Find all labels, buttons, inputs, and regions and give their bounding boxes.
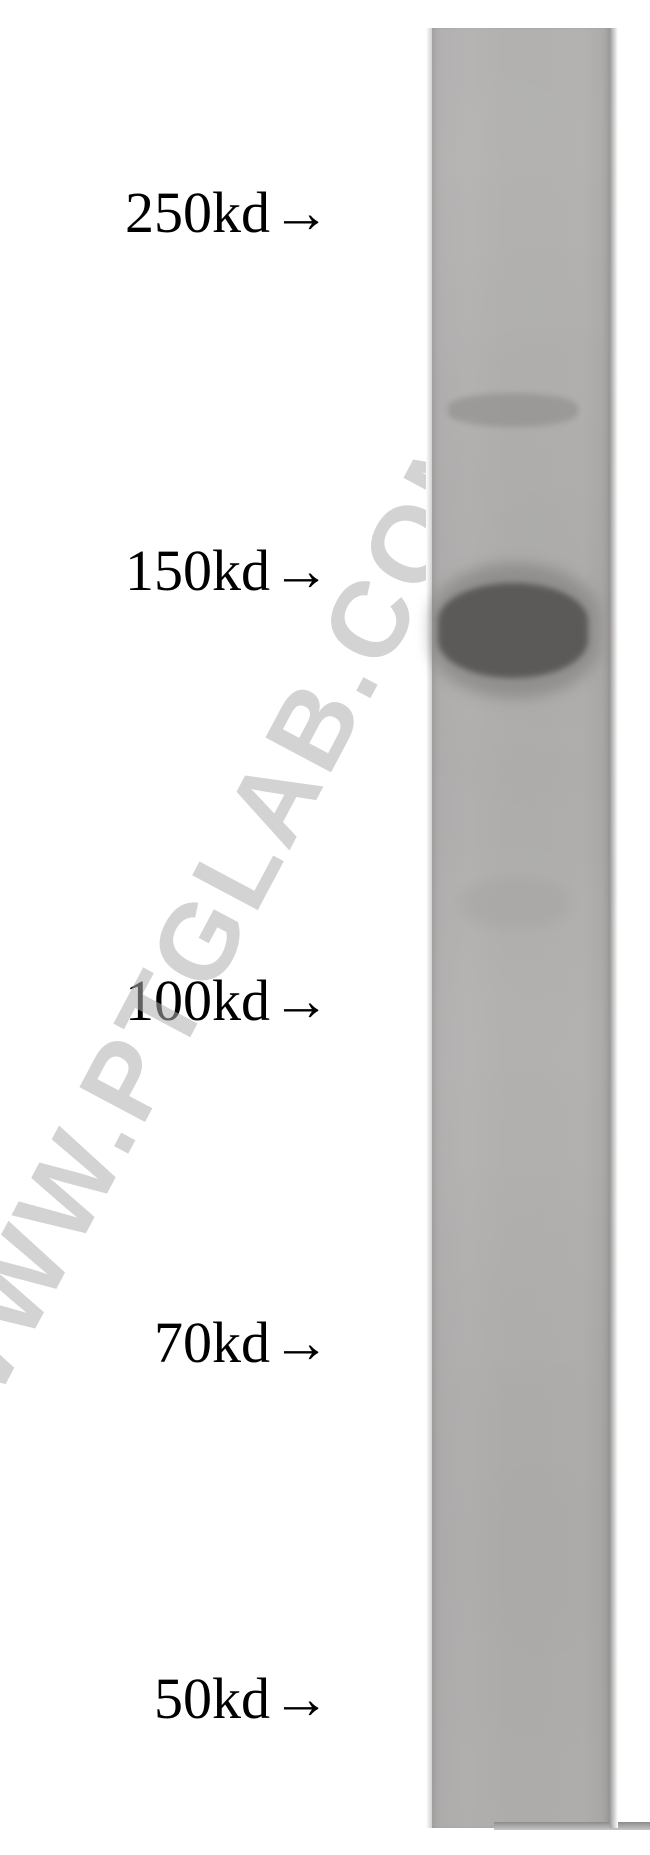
arrow-icon: → — [272, 542, 330, 600]
marker-70kd: 70kd → — [154, 1314, 330, 1372]
arrow-icon: → — [272, 972, 330, 1030]
marker-100kd: 100kd → — [125, 972, 330, 1030]
blot-lane — [370, 28, 620, 1828]
marker-text: 150kd — [125, 542, 270, 600]
membrane-edge-right — [610, 28, 618, 1828]
arrow-icon: → — [272, 1670, 330, 1728]
band-faint-upper — [448, 393, 578, 427]
marker-text: 50kd — [154, 1670, 270, 1728]
band-smudge-lower — [460, 878, 570, 928]
arrow-icon: → — [272, 1314, 330, 1372]
marker-text: 100kd — [125, 972, 270, 1030]
membrane — [432, 28, 610, 1828]
membrane-bottom-edge — [494, 1822, 650, 1830]
marker-150kd: 150kd → — [125, 542, 330, 600]
arrow-icon: → — [272, 184, 330, 242]
band-main — [438, 583, 588, 678]
marker-text: 70kd — [154, 1314, 270, 1372]
marker-text: 250kd — [125, 184, 270, 242]
blot-figure: 250kd → 150kd → 100kd → 70kd → 50kd → WW… — [0, 0, 650, 1855]
marker-250kd: 250kd → — [125, 184, 330, 242]
marker-50kd: 50kd → — [154, 1670, 330, 1728]
